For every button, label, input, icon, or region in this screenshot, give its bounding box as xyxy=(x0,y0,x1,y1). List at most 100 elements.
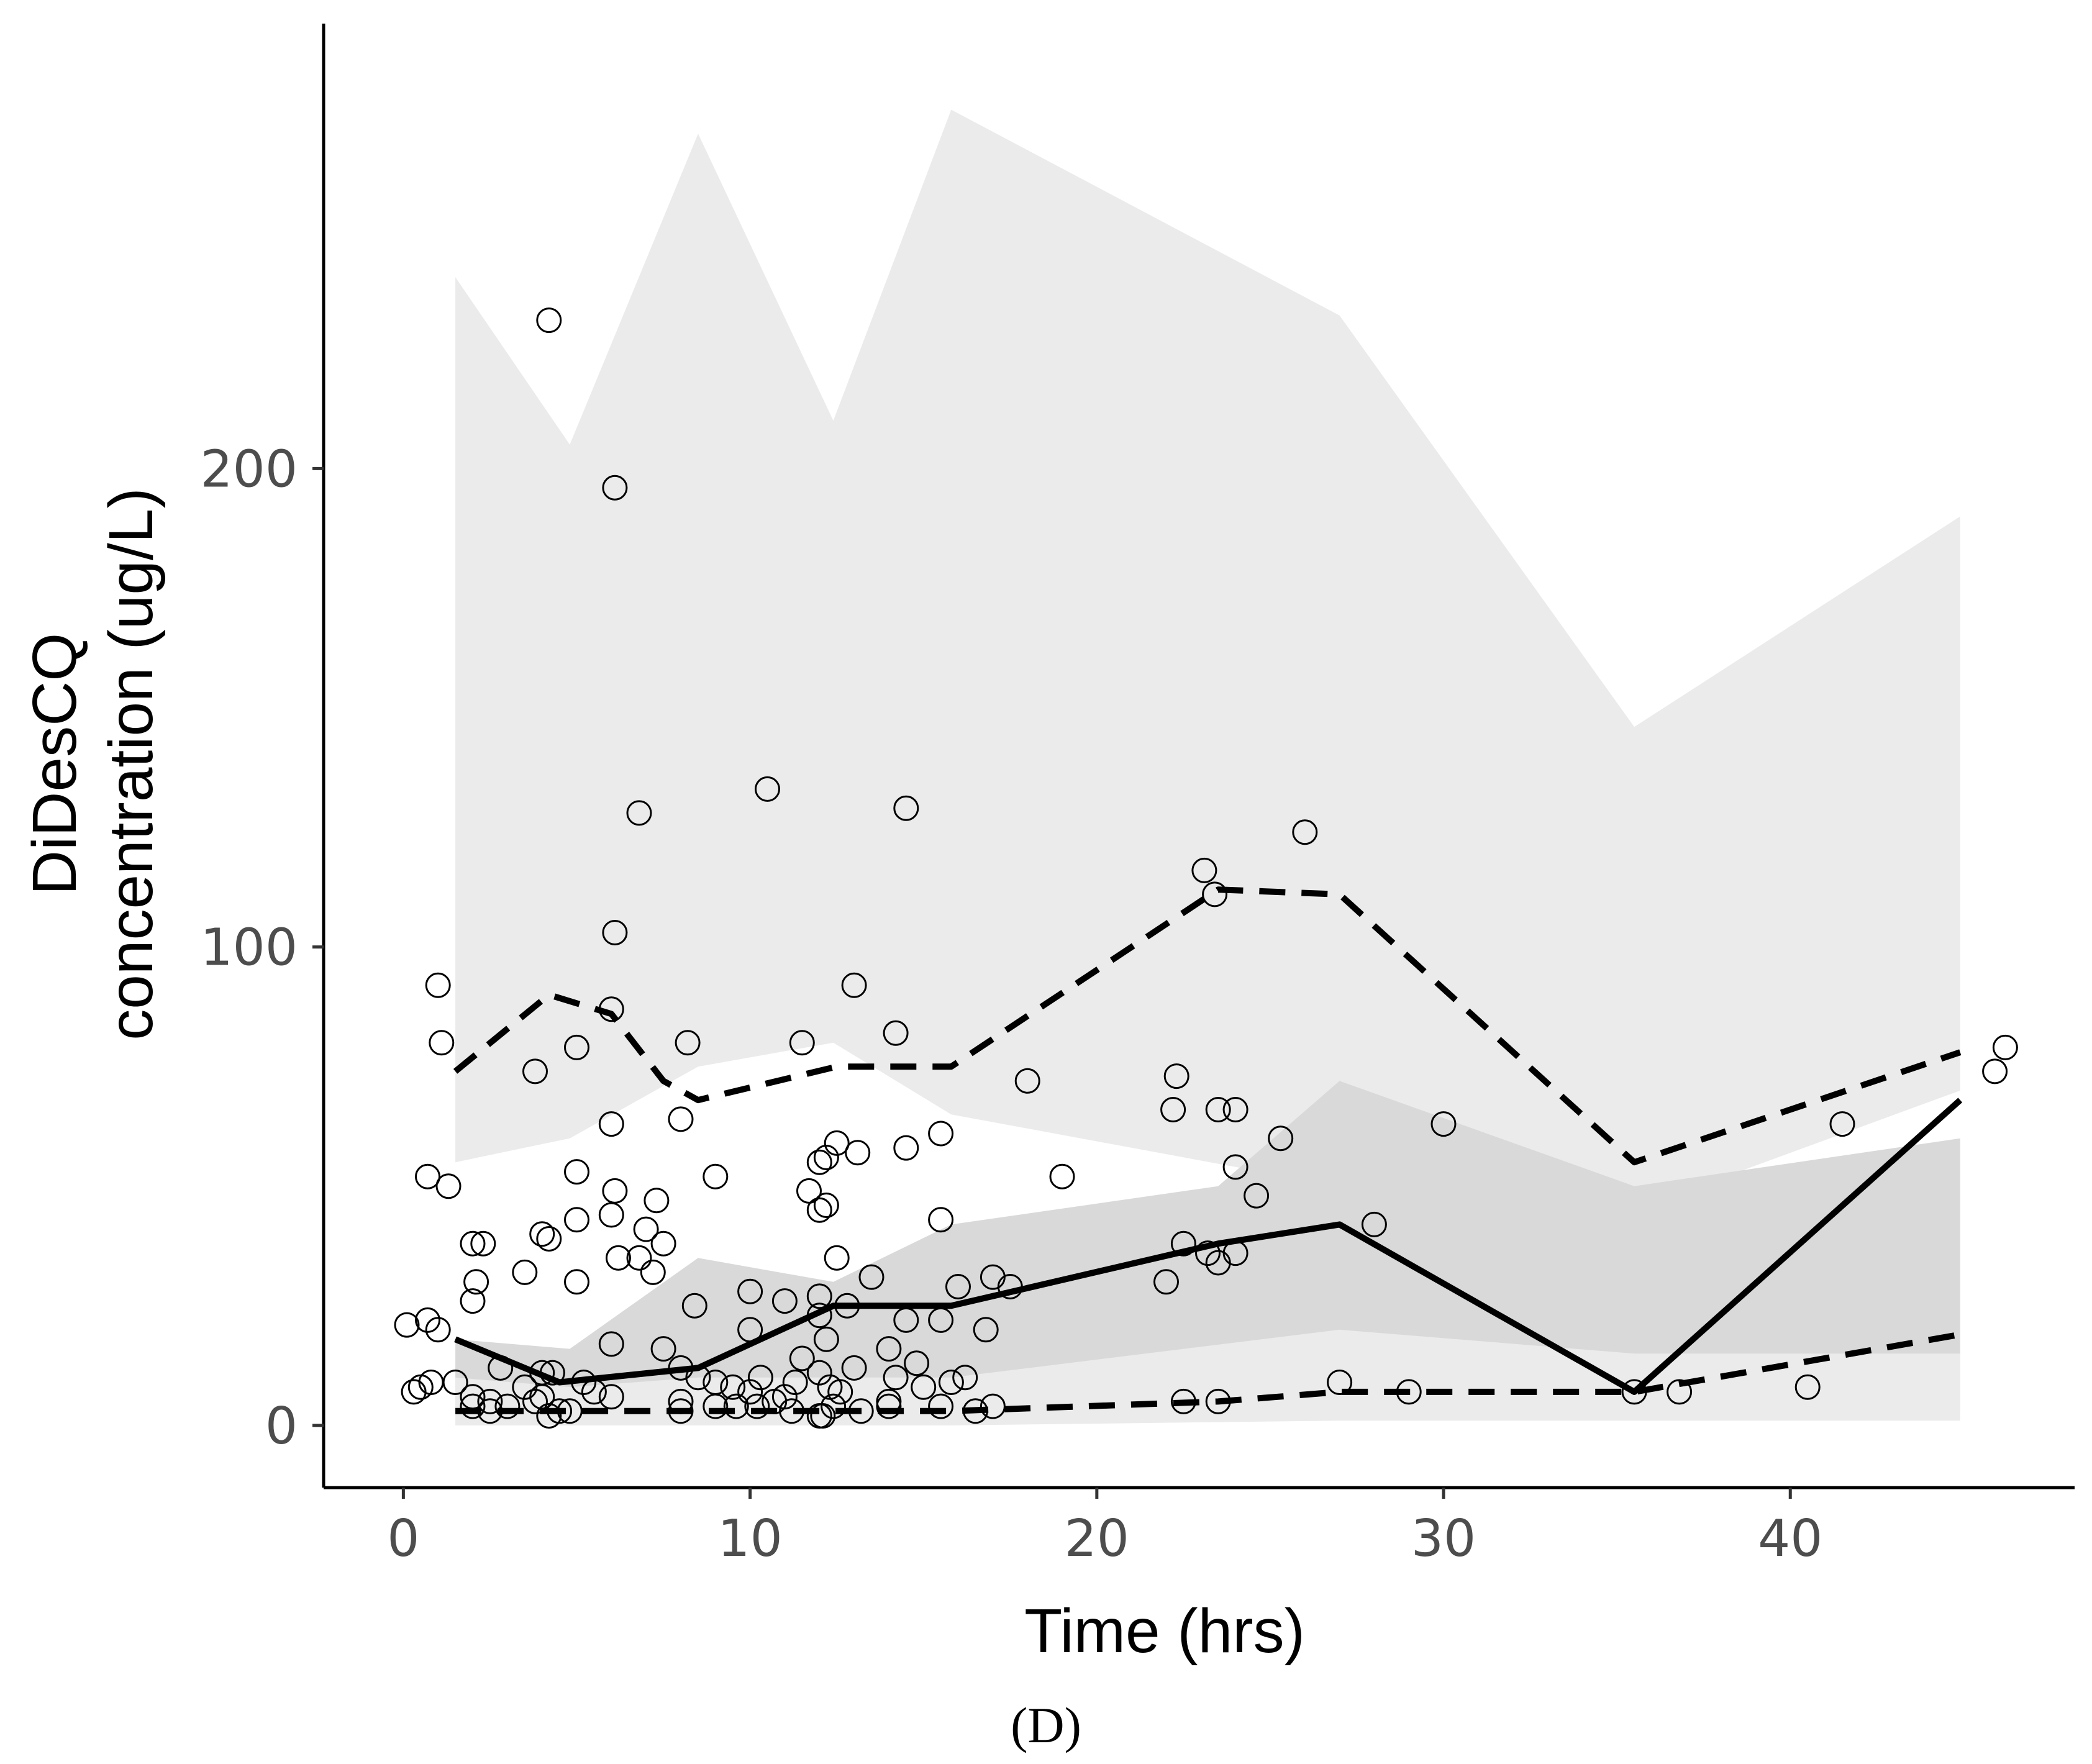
data-point xyxy=(824,1245,850,1271)
data-point xyxy=(522,1388,548,1414)
y-tick-label: 200 xyxy=(200,440,298,499)
data-point xyxy=(415,1307,440,1333)
data-point xyxy=(782,1370,808,1395)
data-point xyxy=(848,1398,874,1424)
data-point xyxy=(858,1264,885,1290)
data-point xyxy=(529,1384,555,1410)
line-observed-median xyxy=(454,1098,1963,1395)
data-point xyxy=(1268,1125,1294,1152)
data-point xyxy=(1327,1370,1353,1395)
data-point xyxy=(980,1393,1006,1419)
data-point xyxy=(893,795,919,821)
data-point xyxy=(911,1374,937,1400)
data-point xyxy=(1049,1163,1075,1189)
data-point xyxy=(681,1293,707,1319)
x-tick-label: 0 xyxy=(387,1509,419,1568)
data-point xyxy=(810,1403,836,1429)
data-point xyxy=(425,972,451,998)
data-point xyxy=(1170,1388,1196,1414)
data-point xyxy=(806,1283,832,1309)
data-point xyxy=(928,1307,954,1333)
data-point xyxy=(841,1355,867,1381)
observed-points xyxy=(394,307,2018,1429)
data-point xyxy=(675,1030,701,1056)
data-point xyxy=(463,1269,489,1295)
data-point xyxy=(442,1370,468,1395)
band-upper-percentile-interval xyxy=(455,109,1960,1211)
x-tick-label: 40 xyxy=(1758,1509,1822,1568)
data-point xyxy=(429,1030,455,1056)
data-point xyxy=(668,1388,694,1414)
data-point xyxy=(401,1379,427,1405)
data-point xyxy=(1829,1111,1855,1137)
prediction-bands xyxy=(455,109,1960,1425)
data-point xyxy=(789,1030,815,1056)
data-point xyxy=(945,1274,971,1299)
data-point xyxy=(720,1374,746,1400)
data-point xyxy=(841,972,867,998)
axis-ticks: 0 10 20 30 40 0 100 200 xyxy=(200,440,1822,1568)
data-point xyxy=(813,1326,839,1352)
data-point xyxy=(598,1202,624,1228)
data-point xyxy=(477,1388,503,1414)
percentile-lines xyxy=(453,886,1963,1414)
data-point xyxy=(1292,819,1318,845)
data-point xyxy=(644,1188,670,1214)
data-point xyxy=(806,1360,832,1386)
data-point xyxy=(834,1293,860,1319)
data-point xyxy=(1160,1097,1186,1122)
data-point xyxy=(893,1135,919,1161)
data-point xyxy=(415,1163,440,1189)
data-point xyxy=(997,1274,1023,1299)
data-point xyxy=(771,1288,798,1314)
data-point xyxy=(827,1379,853,1405)
data-point xyxy=(650,1230,676,1257)
data-point xyxy=(789,1345,815,1371)
data-point xyxy=(460,1230,486,1257)
data-point xyxy=(1621,1379,1647,1405)
data-point xyxy=(626,800,652,826)
data-point xyxy=(640,1259,666,1285)
data-point xyxy=(806,1303,832,1329)
data-point xyxy=(633,1216,659,1242)
data-point xyxy=(938,1370,964,1395)
data-point xyxy=(512,1259,538,1285)
data-point xyxy=(821,1393,847,1419)
data-point xyxy=(460,1393,486,1419)
data-point xyxy=(747,1365,773,1391)
data-point xyxy=(723,1393,749,1419)
y-axis-title-line-2: concentration (ug/L) xyxy=(96,488,166,1040)
data-point xyxy=(557,1398,583,1424)
data-point xyxy=(806,1197,832,1223)
data-point xyxy=(602,1178,628,1204)
data-point xyxy=(883,1365,909,1391)
data-point xyxy=(1163,1063,1189,1089)
line-observed-5th-percentile xyxy=(455,1331,1961,1414)
data-point xyxy=(522,1058,548,1084)
data-point xyxy=(547,1398,573,1424)
data-point xyxy=(650,1336,676,1362)
data-point xyxy=(598,1111,624,1137)
data-point xyxy=(581,1379,607,1405)
y-tick-label: 0 xyxy=(265,1397,298,1456)
x-tick-label: 30 xyxy=(1411,1509,1476,1568)
data-point xyxy=(973,1317,999,1343)
x-axis-title: Time (hrs) xyxy=(1024,1596,1305,1666)
data-point xyxy=(1195,1240,1221,1266)
data-point xyxy=(893,1307,919,1333)
data-point xyxy=(813,1145,839,1170)
data-point xyxy=(1222,1240,1248,1266)
data-point xyxy=(668,1398,694,1424)
data-point xyxy=(606,1245,631,1271)
data-point xyxy=(813,1193,839,1218)
data-point xyxy=(1992,1034,2018,1060)
data-point xyxy=(564,1159,589,1185)
data-point xyxy=(883,1020,909,1046)
band-lower-percentile-interval xyxy=(455,1329,1960,1425)
data-point xyxy=(602,920,628,945)
data-point xyxy=(394,1312,420,1338)
panel-label: (D) xyxy=(1011,1697,1081,1753)
data-point xyxy=(477,1398,503,1424)
data-point xyxy=(1794,1374,1821,1400)
data-point xyxy=(435,1173,462,1199)
